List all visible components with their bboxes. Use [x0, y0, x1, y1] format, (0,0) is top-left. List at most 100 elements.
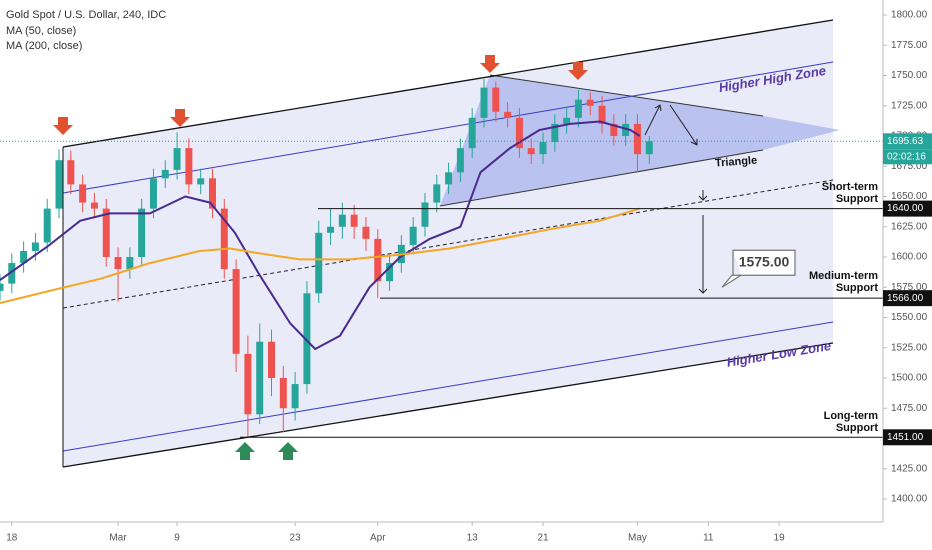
candle-body [102, 208, 110, 258]
support-label: Short-term [822, 181, 878, 193]
level-tag [883, 429, 932, 446]
candle-body [563, 117, 571, 124]
markers [53, 55, 588, 460]
channel-inner-bottom [62, 321, 834, 452]
candle-body [633, 123, 641, 155]
candle-body [256, 341, 264, 415]
candle-body [433, 184, 441, 203]
support-label: Support [836, 422, 878, 434]
arrow [669, 104, 698, 146]
candle-body [79, 184, 87, 203]
arrows [644, 104, 708, 294]
candle-body [386, 263, 394, 282]
candle-body [645, 141, 653, 155]
candle-body [303, 293, 311, 385]
candle-body [622, 123, 630, 137]
red-arrow [568, 62, 588, 80]
candle-body [114, 257, 122, 270]
ma-line [0, 207, 641, 304]
level-label: 1451.00 [887, 432, 924, 443]
x-tick-label: Mar [109, 533, 127, 544]
candle-body [409, 226, 417, 245]
price-axis [883, 0, 932, 550]
candle-body [456, 148, 464, 173]
candle-body [90, 202, 98, 209]
y-tick-label: 1650.00 [891, 191, 928, 202]
candle-body [173, 148, 181, 170]
channel-bottom [62, 342, 834, 468]
candle-body [327, 226, 335, 233]
channel-top [62, 19, 834, 148]
candle-body [586, 99, 594, 106]
candle-body [197, 178, 205, 185]
candle-body [527, 148, 535, 155]
x-tick-label: 9 [174, 533, 180, 544]
candle-body [244, 353, 252, 415]
candle-body [67, 160, 75, 185]
y-tick-label: 1500.00 [891, 373, 928, 384]
candle-body [279, 378, 287, 409]
triangle-label: Triangle [715, 155, 758, 170]
candle-body [208, 178, 216, 209]
candle-body [149, 178, 157, 209]
green-arrow [278, 442, 298, 460]
candle-body [138, 208, 146, 258]
candle-body [492, 87, 500, 112]
x-tick-label: 13 [467, 533, 479, 544]
candle-body [43, 208, 51, 243]
candle-body [185, 148, 193, 185]
candle-body [220, 208, 228, 270]
candle-body [551, 123, 559, 143]
chart-title: Gold Spot / U.S. Dollar, 240, IDC [6, 9, 166, 21]
red-arrow [480, 55, 500, 73]
red-arrow [53, 117, 73, 135]
red-arrow [170, 109, 190, 127]
y-tick-label: 1550.00 [891, 312, 928, 323]
axes: 1400.001425.001450.001475.001500.001525.… [6, 10, 932, 544]
triangle-bottom [439, 149, 764, 207]
level-tag [883, 200, 932, 217]
candle-body [445, 172, 453, 185]
y-tick-label: 1675.00 [891, 161, 928, 172]
y-tick-label: 1775.00 [891, 40, 928, 51]
triangle-top [489, 74, 764, 117]
x-tick-label: May [628, 533, 647, 544]
level-tag [883, 290, 932, 307]
countdown-tag [883, 149, 932, 165]
candle-body [31, 242, 39, 251]
candle-body [574, 99, 582, 118]
support-label: Support [836, 282, 878, 294]
arrow [644, 104, 662, 136]
candle-body [20, 250, 28, 264]
candle-body [468, 117, 476, 149]
callout-label: 1575.00 [739, 253, 790, 269]
support-label: Long-term [824, 410, 879, 422]
candle-body [315, 232, 323, 294]
green-arrow [235, 442, 255, 460]
plot [0, 79, 883, 438]
y-tick-label: 1575.00 [891, 282, 928, 293]
support-label: Medium-term [809, 270, 878, 282]
y-tick-label: 1750.00 [891, 70, 928, 81]
candle-body [8, 263, 16, 284]
arrow [698, 190, 708, 201]
candle-body [598, 105, 606, 124]
y-tick-label: 1425.00 [891, 463, 928, 474]
x-tick-label: 23 [290, 533, 302, 544]
x-tick-label: 18 [6, 533, 18, 544]
candle-body [126, 257, 134, 270]
y-tick-label: 1625.00 [891, 221, 928, 232]
y-tick-label: 1725.00 [891, 100, 928, 111]
candle-body [539, 142, 547, 155]
last-price-label: 1695.63 [887, 136, 924, 147]
candle-body [421, 202, 429, 227]
candle-body [291, 384, 299, 409]
y-tick-label: 1800.00 [891, 10, 928, 21]
y-tick-label: 1525.00 [891, 342, 928, 353]
candle-body [610, 123, 618, 137]
callout-box [721, 249, 796, 288]
x-tick-label: 11 [703, 533, 714, 544]
candle-body [0, 283, 4, 291]
candle-body [268, 341, 276, 379]
